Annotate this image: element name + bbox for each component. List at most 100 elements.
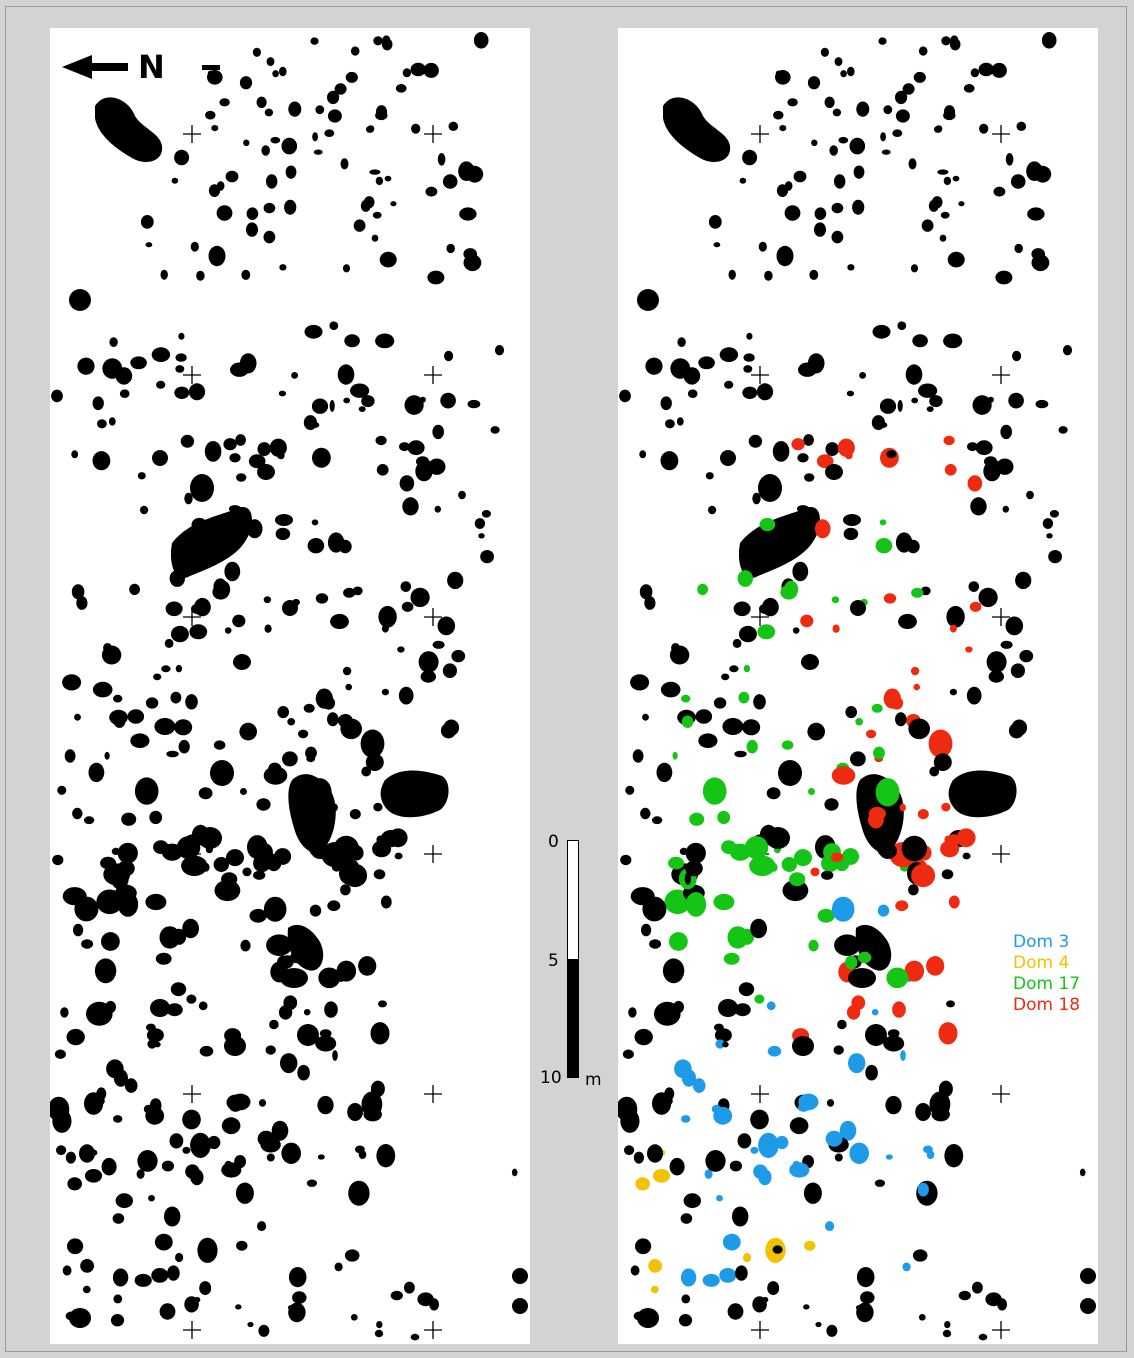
post-hole bbox=[130, 733, 150, 748]
post-hole bbox=[258, 1099, 267, 1107]
post-hole bbox=[275, 527, 291, 541]
large-feature bbox=[380, 770, 449, 818]
post-hole bbox=[145, 242, 153, 248]
post-hole-attributed bbox=[794, 849, 812, 867]
post-hole bbox=[81, 939, 94, 949]
post-hole bbox=[303, 703, 315, 713]
post-hole bbox=[918, 46, 928, 56]
post-hole bbox=[639, 450, 647, 459]
post-hole bbox=[311, 398, 329, 414]
post-hole bbox=[278, 1005, 293, 1020]
post-hole bbox=[729, 1160, 742, 1172]
post-hole bbox=[937, 169, 949, 175]
post-hole bbox=[236, 1240, 248, 1251]
post-hole bbox=[235, 434, 246, 446]
pit-feature bbox=[198, 827, 222, 849]
post-hole bbox=[428, 458, 446, 475]
post-hole-attributed bbox=[967, 475, 983, 492]
post-hole bbox=[1031, 254, 1050, 272]
post-hole bbox=[856, 101, 870, 117]
post-hole bbox=[908, 718, 930, 740]
post-hole-attributed bbox=[792, 1160, 801, 1171]
post-hole bbox=[1019, 649, 1034, 663]
post-hole bbox=[117, 892, 139, 917]
post-hole bbox=[258, 1324, 270, 1337]
post-hole bbox=[624, 1145, 635, 1156]
post-hole bbox=[417, 1292, 434, 1307]
post-hole bbox=[345, 683, 353, 691]
post-hole bbox=[350, 383, 370, 398]
post-hole bbox=[180, 434, 195, 448]
post-hole bbox=[641, 923, 652, 937]
post-hole bbox=[374, 1329, 384, 1338]
post-hole-attributed bbox=[715, 1039, 725, 1049]
post-hole-attributed bbox=[711, 1104, 722, 1114]
post-hole bbox=[265, 1045, 276, 1055]
pit-feature bbox=[512, 1298, 528, 1314]
post-hole bbox=[253, 870, 266, 880]
post-hole bbox=[80, 1259, 94, 1273]
post-hole bbox=[333, 835, 359, 862]
post-hole bbox=[906, 539, 920, 554]
post-hole bbox=[240, 788, 247, 795]
post-hole bbox=[750, 537, 759, 545]
post-hole bbox=[886, 450, 897, 459]
post-hole-attributed bbox=[749, 855, 776, 876]
post-hole-attributed bbox=[766, 1001, 776, 1011]
post-hole bbox=[349, 809, 361, 820]
post-hole bbox=[958, 201, 965, 207]
post-hole bbox=[379, 251, 397, 268]
post-hole bbox=[850, 751, 866, 767]
post-hole bbox=[105, 1000, 116, 1014]
post-hole-attributed bbox=[825, 1130, 843, 1147]
post-hole bbox=[687, 389, 698, 399]
post-hole bbox=[915, 1103, 931, 1121]
post-hole bbox=[355, 1145, 365, 1154]
post-hole bbox=[912, 1249, 928, 1262]
post-hole bbox=[442, 663, 457, 678]
post-hole bbox=[110, 1314, 125, 1327]
pit-feature bbox=[282, 600, 298, 616]
post-hole bbox=[724, 380, 734, 389]
post-hole-attributed bbox=[846, 1005, 861, 1020]
post-hole bbox=[54, 1049, 66, 1059]
post-hole bbox=[885, 1095, 902, 1115]
post-hole bbox=[154, 1041, 161, 1048]
grid-cross-marker bbox=[424, 366, 442, 384]
post-hole bbox=[821, 870, 834, 880]
post-hole-attributed bbox=[911, 587, 924, 598]
post-hole bbox=[263, 896, 287, 922]
post-hole bbox=[826, 1099, 835, 1107]
post-hole bbox=[908, 884, 919, 896]
post-hole bbox=[831, 230, 844, 244]
post-hole bbox=[831, 202, 844, 214]
post-hole bbox=[315, 593, 329, 604]
post-hole bbox=[182, 537, 191, 545]
post-hole bbox=[134, 1273, 152, 1287]
post-hole-attributed bbox=[940, 840, 960, 858]
post-hole bbox=[728, 269, 736, 280]
post-hole bbox=[204, 441, 222, 462]
post-hole bbox=[199, 1045, 214, 1057]
post-hole bbox=[750, 1109, 769, 1130]
post-hole bbox=[358, 406, 366, 412]
post-hole bbox=[402, 497, 419, 516]
post-hole-attributed bbox=[753, 1164, 768, 1179]
post-hole bbox=[970, 497, 987, 516]
post-hole-attributed bbox=[738, 691, 750, 704]
grid-cross-marker bbox=[424, 125, 442, 143]
legend-item-dom18: Dom 18 bbox=[1013, 995, 1081, 1015]
post-hole bbox=[847, 66, 855, 77]
post-hole bbox=[764, 270, 773, 281]
post-hole bbox=[269, 438, 287, 457]
post-hole bbox=[399, 475, 415, 492]
post-hole bbox=[298, 729, 309, 739]
post-hole bbox=[404, 1281, 415, 1294]
post-hole bbox=[756, 383, 774, 401]
post-hole-attributed bbox=[831, 896, 855, 922]
post-hole bbox=[743, 365, 753, 373]
post-hole bbox=[257, 1130, 275, 1147]
post-hole bbox=[119, 389, 130, 399]
post-hole bbox=[330, 613, 349, 630]
post-hole bbox=[178, 739, 190, 754]
